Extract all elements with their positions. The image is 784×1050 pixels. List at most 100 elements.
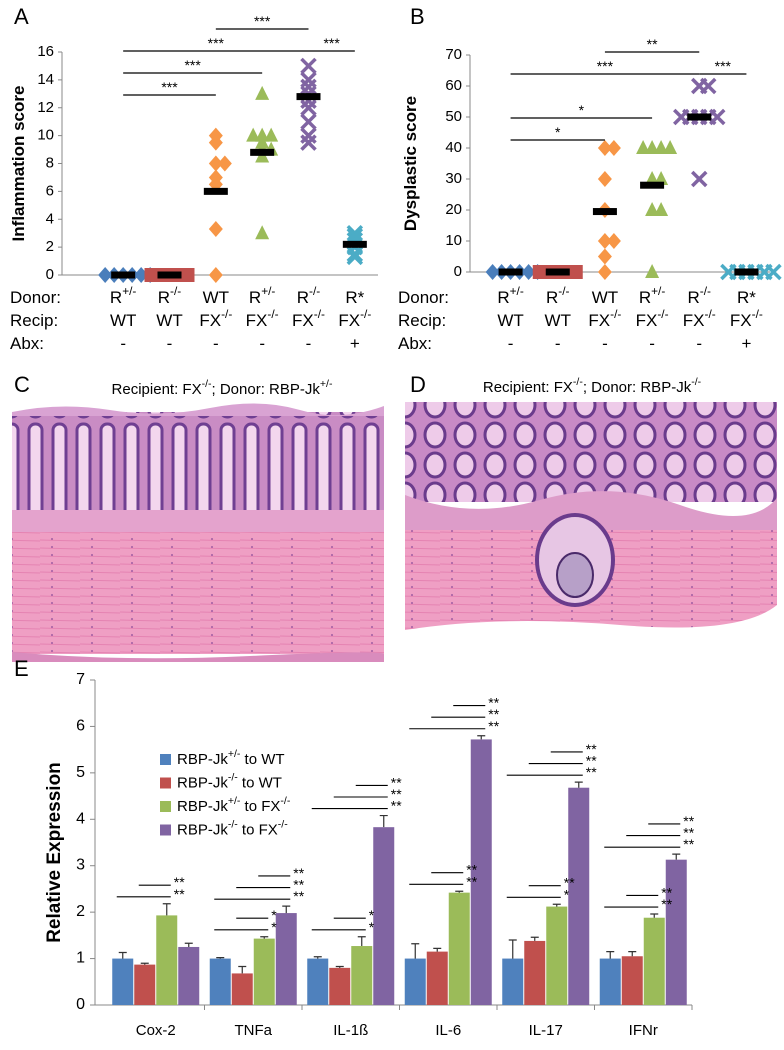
- bracket-label: **: [586, 764, 597, 780]
- bar: [404, 958, 426, 1005]
- dot: [208, 155, 223, 172]
- y-tick-label: 3: [76, 857, 85, 874]
- dot: [636, 140, 651, 154]
- x-tick-label: IFNr: [629, 1022, 658, 1039]
- x-category: R*: [345, 288, 364, 307]
- x-category: -: [649, 334, 655, 353]
- x-category: WT: [110, 311, 136, 330]
- dot: [645, 140, 660, 154]
- bracket-label: **: [661, 896, 672, 912]
- x-tick-label: IL-1ß: [333, 1022, 368, 1039]
- legend-label: RBP-Jk-/- to WT: [177, 771, 282, 791]
- bracket-label: *: [564, 886, 570, 902]
- bracket-label: **: [293, 876, 304, 892]
- x-category: +: [350, 334, 360, 353]
- bracket-label: **: [466, 861, 477, 877]
- bar: [253, 938, 275, 1005]
- dot: [532, 265, 547, 279]
- histology-c: [10, 402, 385, 665]
- error-bar: [118, 951, 127, 959]
- bracket-label: **: [488, 717, 499, 733]
- mean-bar: [203, 187, 228, 195]
- dot: [255, 225, 270, 240]
- dot: [300, 57, 317, 75]
- y-tick-label: 4: [46, 210, 54, 227]
- dot: [606, 233, 621, 249]
- y-tick-label: 1: [76, 950, 85, 967]
- mean-bar: [498, 268, 523, 276]
- x-category: FX-/-: [588, 307, 621, 330]
- y-tick-label: 50: [445, 108, 462, 125]
- bracket-label: **: [683, 813, 694, 829]
- image-caption: Recipient: FX-/-; Donor: RBP-Jk-/-: [483, 376, 702, 396]
- bar: [599, 958, 621, 1005]
- bracket-label: **: [391, 786, 402, 802]
- error-bar: [184, 942, 193, 947]
- bracket-label: ***: [161, 79, 178, 95]
- error-bar: [455, 890, 464, 893]
- bracket-label: **: [564, 874, 575, 890]
- y-tick-label: 6: [76, 718, 85, 735]
- x-category: -: [508, 334, 514, 353]
- legend-swatch: [160, 754, 171, 765]
- row-label: Abx:: [10, 334, 44, 353]
- mean-bar: [157, 271, 182, 279]
- error-bar: [552, 903, 561, 907]
- histology-d: [405, 400, 777, 650]
- dot: [255, 85, 270, 100]
- bracket-label: **: [391, 797, 402, 813]
- panel-letter: A: [14, 4, 29, 29]
- error-bar: [379, 814, 388, 828]
- bracket-label: **: [391, 774, 402, 790]
- bar: [470, 739, 492, 1005]
- y-tick-label: 0: [46, 266, 54, 283]
- x-category: -: [213, 334, 219, 353]
- bracket-label: ***: [323, 35, 340, 51]
- y-tick-label: 10: [37, 127, 54, 144]
- error-bar: [313, 956, 322, 959]
- dot: [568, 265, 583, 279]
- error-bar: [335, 965, 344, 968]
- x-category: FX-/-: [199, 307, 232, 330]
- y-tick-label: 2: [76, 903, 85, 920]
- legend-label: RBP-Jk+/- to WT: [177, 748, 285, 768]
- x-category: FX-/-: [730, 307, 763, 330]
- dot: [597, 248, 612, 265]
- dot: [597, 264, 612, 280]
- bracket-label: ***: [715, 58, 732, 74]
- bar: [307, 958, 329, 1005]
- bracket-label: **: [174, 874, 185, 890]
- dot: [180, 268, 195, 282]
- legend-swatch: [160, 824, 171, 836]
- bracket-label: ***: [208, 35, 225, 51]
- y-tick-label: 0: [76, 996, 85, 1013]
- dot: [765, 263, 782, 281]
- error-bar: [672, 853, 681, 860]
- x-category: R+/-: [497, 284, 524, 307]
- error-bar: [411, 943, 420, 959]
- x-category: -: [555, 334, 561, 353]
- dot: [246, 127, 261, 142]
- x-tick-label: IL-17: [529, 1022, 563, 1039]
- x-tick-label: Cox-2: [136, 1022, 176, 1039]
- error-bar: [357, 936, 366, 947]
- bar: [373, 827, 395, 1005]
- y-tick-label: 16: [37, 43, 54, 60]
- x-category: R+/-: [110, 284, 137, 307]
- bracket-label: *: [579, 102, 585, 118]
- x-category: FX-/-: [683, 307, 716, 330]
- bracket-label: *: [271, 918, 277, 934]
- y-tick-label: 12: [37, 99, 54, 116]
- bracket-label: ***: [597, 58, 614, 74]
- bracket-label: **: [174, 886, 185, 902]
- y-tick-label: 0: [454, 263, 462, 280]
- y-axis-label: Dysplastic score: [401, 96, 420, 231]
- error-bar: [574, 781, 583, 788]
- dot: [597, 171, 612, 187]
- x-category: R+/-: [639, 284, 666, 307]
- bar: [546, 906, 568, 1005]
- error-bar: [628, 951, 637, 957]
- bracket-label: **: [683, 824, 694, 840]
- error-bar: [606, 951, 615, 959]
- x-category: R*: [737, 288, 756, 307]
